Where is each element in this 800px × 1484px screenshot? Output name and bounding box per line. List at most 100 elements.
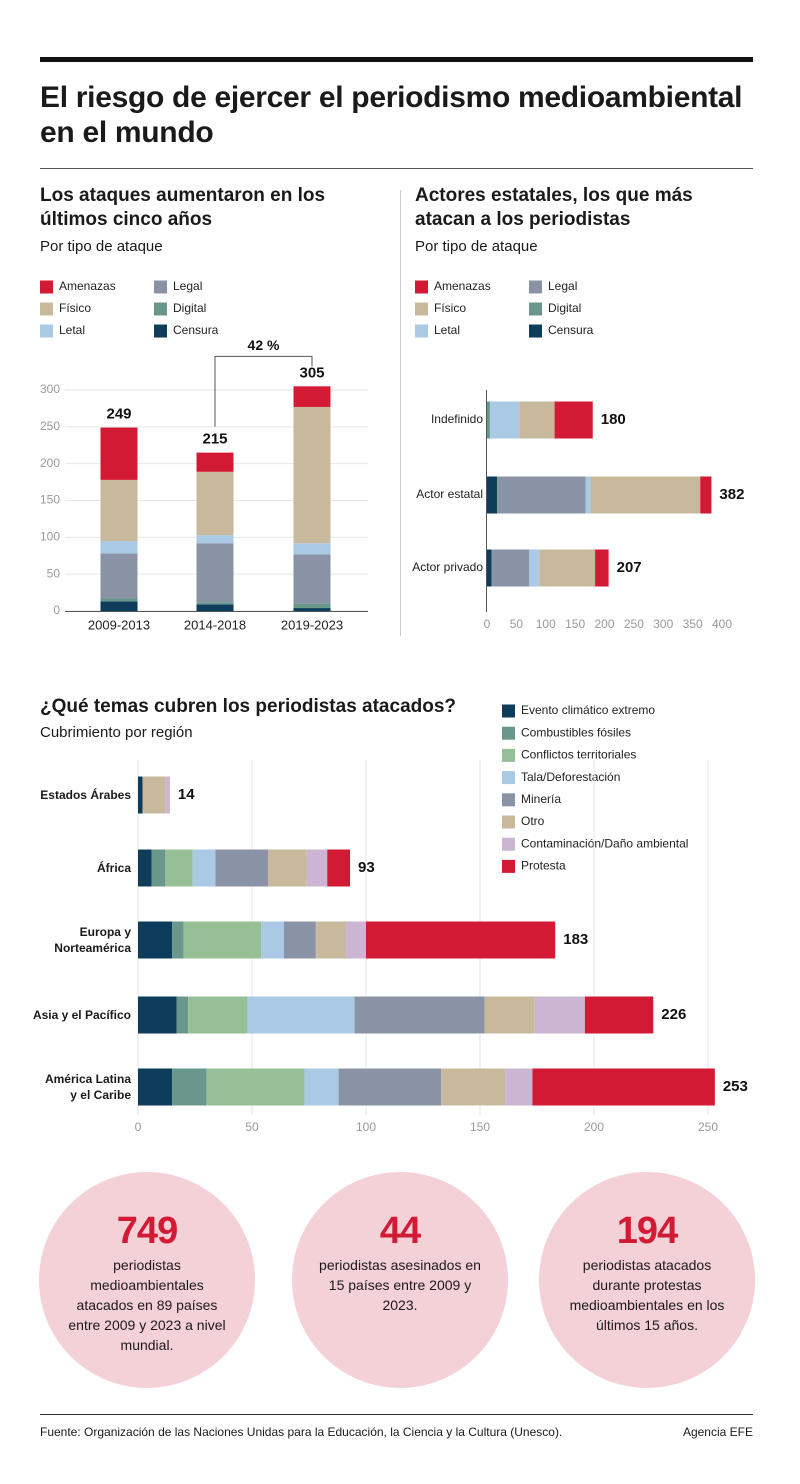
x-tick-label: 2009-2013 bbox=[88, 617, 150, 632]
bar-segment bbox=[138, 849, 152, 887]
bar-segment bbox=[366, 921, 556, 959]
legend-label: Letal bbox=[59, 323, 85, 337]
stat-circle bbox=[39, 1172, 255, 1388]
bar-segment bbox=[196, 452, 234, 472]
bar-segment bbox=[196, 602, 234, 605]
bar-segment bbox=[487, 549, 492, 587]
total-label: 93 bbox=[358, 859, 375, 876]
bar-segment bbox=[293, 608, 331, 611]
bar-segment bbox=[100, 553, 138, 599]
bar-segment bbox=[183, 921, 262, 959]
chart-subtitle: Por tipo de ataque bbox=[40, 238, 163, 255]
bar-segment bbox=[261, 921, 284, 959]
bar-segment bbox=[532, 1068, 715, 1106]
bar-segment bbox=[138, 921, 173, 959]
page-title: El riesgo de ejercer el periodismo medio… bbox=[40, 81, 743, 149]
x-tick-label: 50 bbox=[245, 1120, 259, 1134]
legend-label: Físico bbox=[434, 301, 466, 315]
bar-segment bbox=[138, 776, 143, 814]
chart-subtitle: Por tipo de ataque bbox=[415, 238, 538, 255]
bar-segment bbox=[585, 476, 591, 514]
legend-label: Otro bbox=[521, 814, 545, 828]
y-tick-label: Actor privado bbox=[412, 560, 483, 574]
bar-segment bbox=[138, 996, 177, 1034]
chart-title: Los ataques aumentaron en los últimos ci… bbox=[40, 185, 326, 230]
bar-segment bbox=[315, 921, 346, 959]
x-tick-label: 50 bbox=[510, 617, 524, 631]
stat-circle bbox=[292, 1172, 508, 1388]
bar-segment bbox=[188, 996, 248, 1034]
legend-swatch bbox=[502, 771, 515, 785]
bar-segment bbox=[327, 849, 351, 887]
x-tick-label: 200 bbox=[594, 617, 614, 631]
bar-segment bbox=[192, 849, 216, 887]
chart-title: Actores estatales, los que más atacan a … bbox=[415, 185, 693, 230]
bar-segment bbox=[172, 1068, 207, 1106]
total-label: 180 bbox=[601, 411, 626, 428]
bar-segment bbox=[505, 1068, 533, 1106]
y-tick-label: 200 bbox=[40, 456, 60, 470]
bar-segment bbox=[100, 541, 138, 554]
legend-swatch bbox=[40, 324, 53, 338]
y-tick-label: Actor estatal bbox=[416, 487, 483, 501]
legend-swatch bbox=[502, 726, 515, 740]
x-tick-label: 100 bbox=[536, 617, 556, 631]
legend-label: Censura bbox=[173, 323, 219, 337]
bar-segment bbox=[306, 849, 328, 887]
legend-label: Legal bbox=[548, 279, 577, 293]
legend-swatch bbox=[154, 302, 167, 316]
x-tick-label: 250 bbox=[624, 617, 644, 631]
legend-swatch bbox=[529, 280, 542, 294]
legend-label: Digital bbox=[173, 301, 206, 315]
bar-segment bbox=[492, 549, 530, 587]
total-label: 14 bbox=[178, 786, 195, 803]
bar-segment bbox=[487, 476, 497, 514]
total-label: 207 bbox=[617, 559, 642, 576]
y-tick-label: Europa y Norteamérica bbox=[54, 925, 131, 955]
y-tick-label: Asia y el Pacífico bbox=[32, 1008, 131, 1022]
legend-label: Letal bbox=[434, 323, 460, 337]
total-label: 253 bbox=[723, 1078, 748, 1095]
bar-segment bbox=[489, 401, 520, 439]
legend-swatch bbox=[502, 748, 515, 762]
legend-label: Contaminación/Daño ambiental bbox=[521, 836, 688, 850]
bar-segment bbox=[196, 535, 234, 544]
bar-segment bbox=[293, 543, 331, 555]
bar-segment bbox=[142, 776, 166, 814]
legend-label: Amenazas bbox=[434, 279, 491, 293]
legend-swatch bbox=[415, 302, 428, 316]
bar-segment bbox=[100, 601, 138, 611]
bar-segment bbox=[293, 603, 331, 609]
y-tick-label: 150 bbox=[40, 493, 60, 507]
bar-segment bbox=[441, 1068, 506, 1106]
legend-label: Tala/Deforestación bbox=[521, 770, 620, 784]
bar-segment bbox=[196, 604, 234, 611]
bar-segment bbox=[484, 996, 535, 1034]
x-tick-label: 150 bbox=[470, 1120, 490, 1134]
legend-swatch bbox=[502, 859, 515, 873]
legend-swatch bbox=[415, 324, 428, 338]
legend-swatch bbox=[502, 837, 515, 851]
legend-swatch bbox=[415, 280, 428, 294]
chart-title: ¿Qué temas cubren los periodistas atacad… bbox=[40, 696, 457, 717]
x-tick-label: 400 bbox=[712, 617, 732, 631]
legend-label: Legal bbox=[173, 279, 202, 293]
bar-segment bbox=[196, 543, 234, 603]
y-tick-label: América Latina y el Caribe bbox=[44, 1072, 131, 1102]
bar-segment bbox=[595, 549, 609, 587]
bar-segment bbox=[100, 427, 138, 480]
bar-segment bbox=[196, 471, 234, 536]
bar-segment bbox=[491, 549, 493, 587]
bar-segment bbox=[590, 476, 701, 514]
legend-swatch bbox=[529, 302, 542, 316]
legend-label: Protesta bbox=[521, 859, 566, 873]
legend-swatch bbox=[40, 302, 53, 316]
legend-swatch bbox=[502, 704, 515, 718]
bar-segment bbox=[700, 476, 712, 514]
y-tick-label: 300 bbox=[40, 382, 60, 396]
legend-label: Censura bbox=[548, 323, 594, 337]
x-tick-label: 150 bbox=[565, 617, 585, 631]
bar-segment bbox=[519, 401, 555, 439]
chart-subtitle: Cubrimiento por región bbox=[40, 724, 193, 741]
bar-segment bbox=[165, 776, 170, 814]
